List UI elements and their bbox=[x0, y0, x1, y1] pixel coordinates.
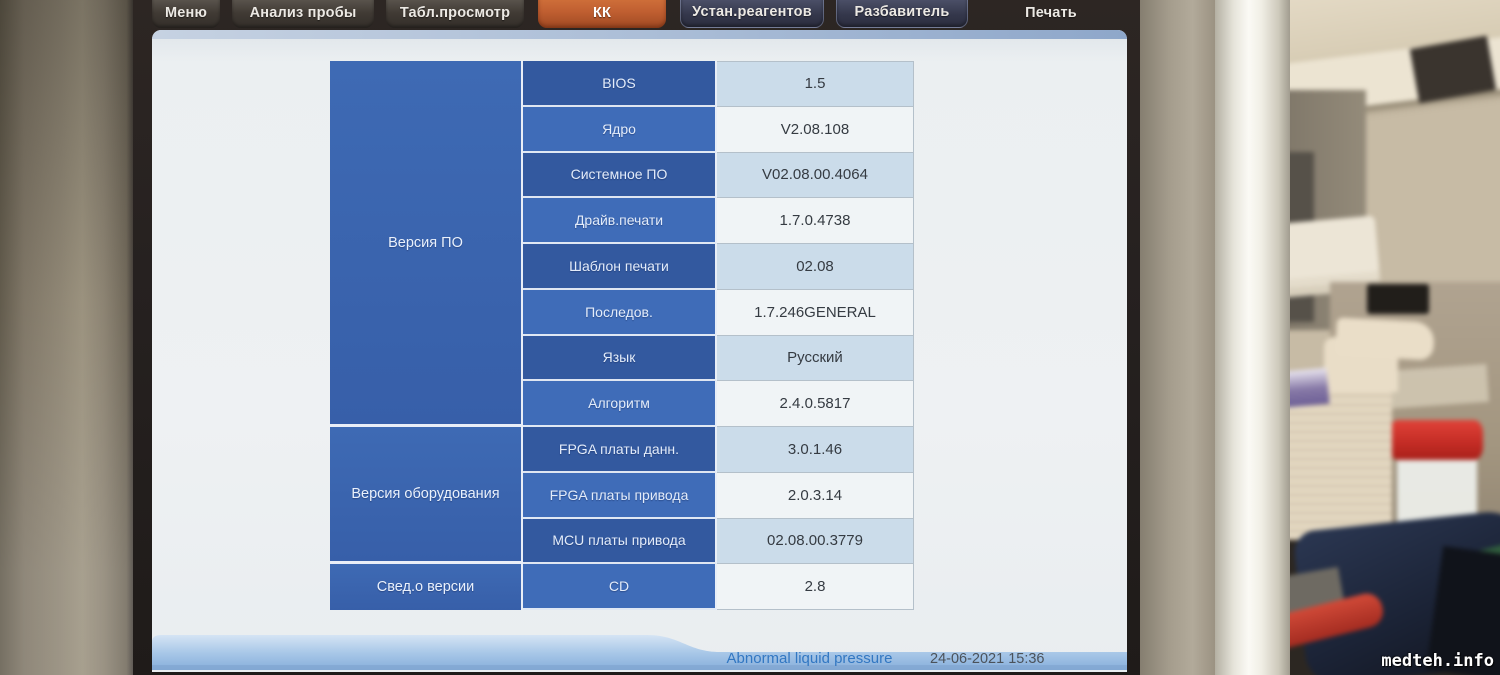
version-table: Версия ПО Версия оборудования Свед.о вер… bbox=[330, 61, 914, 610]
row-value: Русский bbox=[717, 335, 914, 382]
menu-button-table-review[interactable]: Табл.просмотр bbox=[386, 0, 524, 28]
row-label: Последов. bbox=[523, 289, 717, 336]
table-row: Драйв.печати 1.7.0.4738 bbox=[523, 198, 914, 244]
background-lab-scene bbox=[1290, 0, 1500, 675]
row-value: 2.4.0.5817 bbox=[717, 381, 914, 427]
menu-button-print[interactable]: Печать bbox=[990, 0, 1112, 28]
group-cell-software-version: Версия ПО bbox=[330, 61, 523, 427]
menu-button-qc-active[interactable]: КК bbox=[538, 0, 666, 28]
group-label: Версия ПО bbox=[388, 234, 463, 251]
table-row: MCU платы привода 02.08.00.3779 bbox=[523, 518, 914, 565]
group-label: Версия оборудования bbox=[351, 486, 500, 502]
row-label: Язык bbox=[523, 335, 717, 382]
row-label: Драйв.печати bbox=[523, 198, 717, 244]
row-value: 2.0.3.14 bbox=[717, 472, 914, 519]
background-dark-object bbox=[1409, 35, 1497, 104]
menu-button-sample-analysis[interactable]: Анализ пробы bbox=[232, 0, 374, 28]
menu-button-menu[interactable]: Меню bbox=[152, 0, 220, 28]
rows-column: BIOS 1.5 Ядро V2.08.108 Системное ПО V02.08… bbox=[523, 61, 914, 610]
menu-button-label: Печать bbox=[1025, 5, 1077, 21]
device-casing-right bbox=[1140, 0, 1215, 675]
table-row: Алгоритм 2.4.0.5817 bbox=[523, 381, 914, 427]
table-row: FPGA платы данн. 3.0.1.46 bbox=[523, 427, 914, 473]
row-value: 1.7.0.4738 bbox=[717, 198, 914, 244]
menu-button-reagent-setup[interactable]: Устан.реагентов bbox=[680, 0, 824, 28]
background-pump-nozzle bbox=[1335, 317, 1435, 361]
table-row: CD 2.8 bbox=[523, 564, 914, 610]
row-value: V2.08.108 bbox=[717, 106, 914, 153]
top-menu-bar: Меню Анализ пробы Табл.просмотр КК Устан… bbox=[133, 0, 1140, 30]
background-pillar bbox=[1215, 0, 1290, 675]
status-bar: Abnormal liquid pressure 24-06-2021 15:3… bbox=[152, 630, 1127, 670]
watermark: medteh.info bbox=[1381, 651, 1494, 671]
row-value: 02.08 bbox=[717, 244, 914, 290]
row-label: Системное ПО bbox=[523, 152, 717, 199]
group-column: Версия ПО Версия оборудования Свед.о вер… bbox=[330, 61, 523, 610]
row-label: FPGA платы привода bbox=[523, 472, 717, 519]
menu-button-label: Меню bbox=[164, 5, 208, 21]
row-value: 2.8 bbox=[717, 564, 914, 610]
table-row: Ядро V2.08.108 bbox=[523, 106, 914, 153]
menu-button-label: Анализ пробы bbox=[249, 5, 357, 21]
row-label: Алгоритм bbox=[523, 381, 717, 427]
table-row: FPGA платы привода 2.0.3.14 bbox=[523, 472, 914, 519]
row-value: V02.08.00.4064 bbox=[717, 152, 914, 199]
group-cell-version-info: Свед.о версии bbox=[330, 564, 523, 610]
background-red-lid bbox=[1389, 420, 1483, 460]
table-row: Последов. 1.7.246GENERAL bbox=[523, 289, 914, 336]
background-box-slot bbox=[1367, 284, 1429, 314]
menu-button-label: КК bbox=[592, 5, 612, 21]
menu-button-label: Табл.просмотр bbox=[399, 5, 511, 21]
background-bottle-label bbox=[1290, 367, 1330, 409]
background-scene-blur bbox=[1290, 0, 1500, 675]
table-row: Системное ПО V02.08.00.4064 bbox=[523, 152, 914, 199]
row-value: 1.7.246GENERAL bbox=[717, 289, 914, 336]
row-label: Ядро bbox=[523, 106, 717, 153]
status-bar-wave bbox=[152, 635, 1127, 670]
menu-button-label: Разбавитель bbox=[854, 4, 950, 20]
table-row: Язык Русский bbox=[523, 335, 914, 382]
device-casing-left bbox=[0, 0, 133, 675]
panel-top-strip bbox=[152, 30, 1127, 39]
table-row: BIOS 1.5 bbox=[523, 61, 914, 107]
menu-button-label: Устан.реагентов bbox=[692, 4, 812, 20]
table-row: Шаблон печати 02.08 bbox=[523, 244, 914, 290]
row-label: Шаблон печати bbox=[523, 244, 717, 290]
menu-button-diluent[interactable]: Разбавитель bbox=[836, 0, 968, 28]
row-label: BIOS bbox=[523, 61, 717, 107]
analyzer-screen: Меню Анализ пробы Табл.просмотр КК Устан… bbox=[133, 0, 1140, 675]
group-cell-hardware-version: Версия оборудования bbox=[330, 427, 523, 564]
row-label: MCU платы привода bbox=[523, 518, 717, 565]
row-value: 3.0.1.46 bbox=[717, 427, 914, 473]
row-value: 1.5 bbox=[717, 61, 914, 107]
row-value: 02.08.00.3779 bbox=[717, 518, 914, 565]
content-panel: Версия ПО Версия оборудования Свед.о вер… bbox=[152, 30, 1127, 672]
row-label: CD bbox=[523, 564, 717, 610]
status-message: Abnormal liquid pressure bbox=[726, 650, 893, 667]
group-label: Свед.о версии bbox=[376, 579, 475, 595]
row-label: FPGA платы данн. bbox=[523, 427, 717, 473]
status-datetime: 24-06-2021 15:36 bbox=[930, 651, 1045, 667]
